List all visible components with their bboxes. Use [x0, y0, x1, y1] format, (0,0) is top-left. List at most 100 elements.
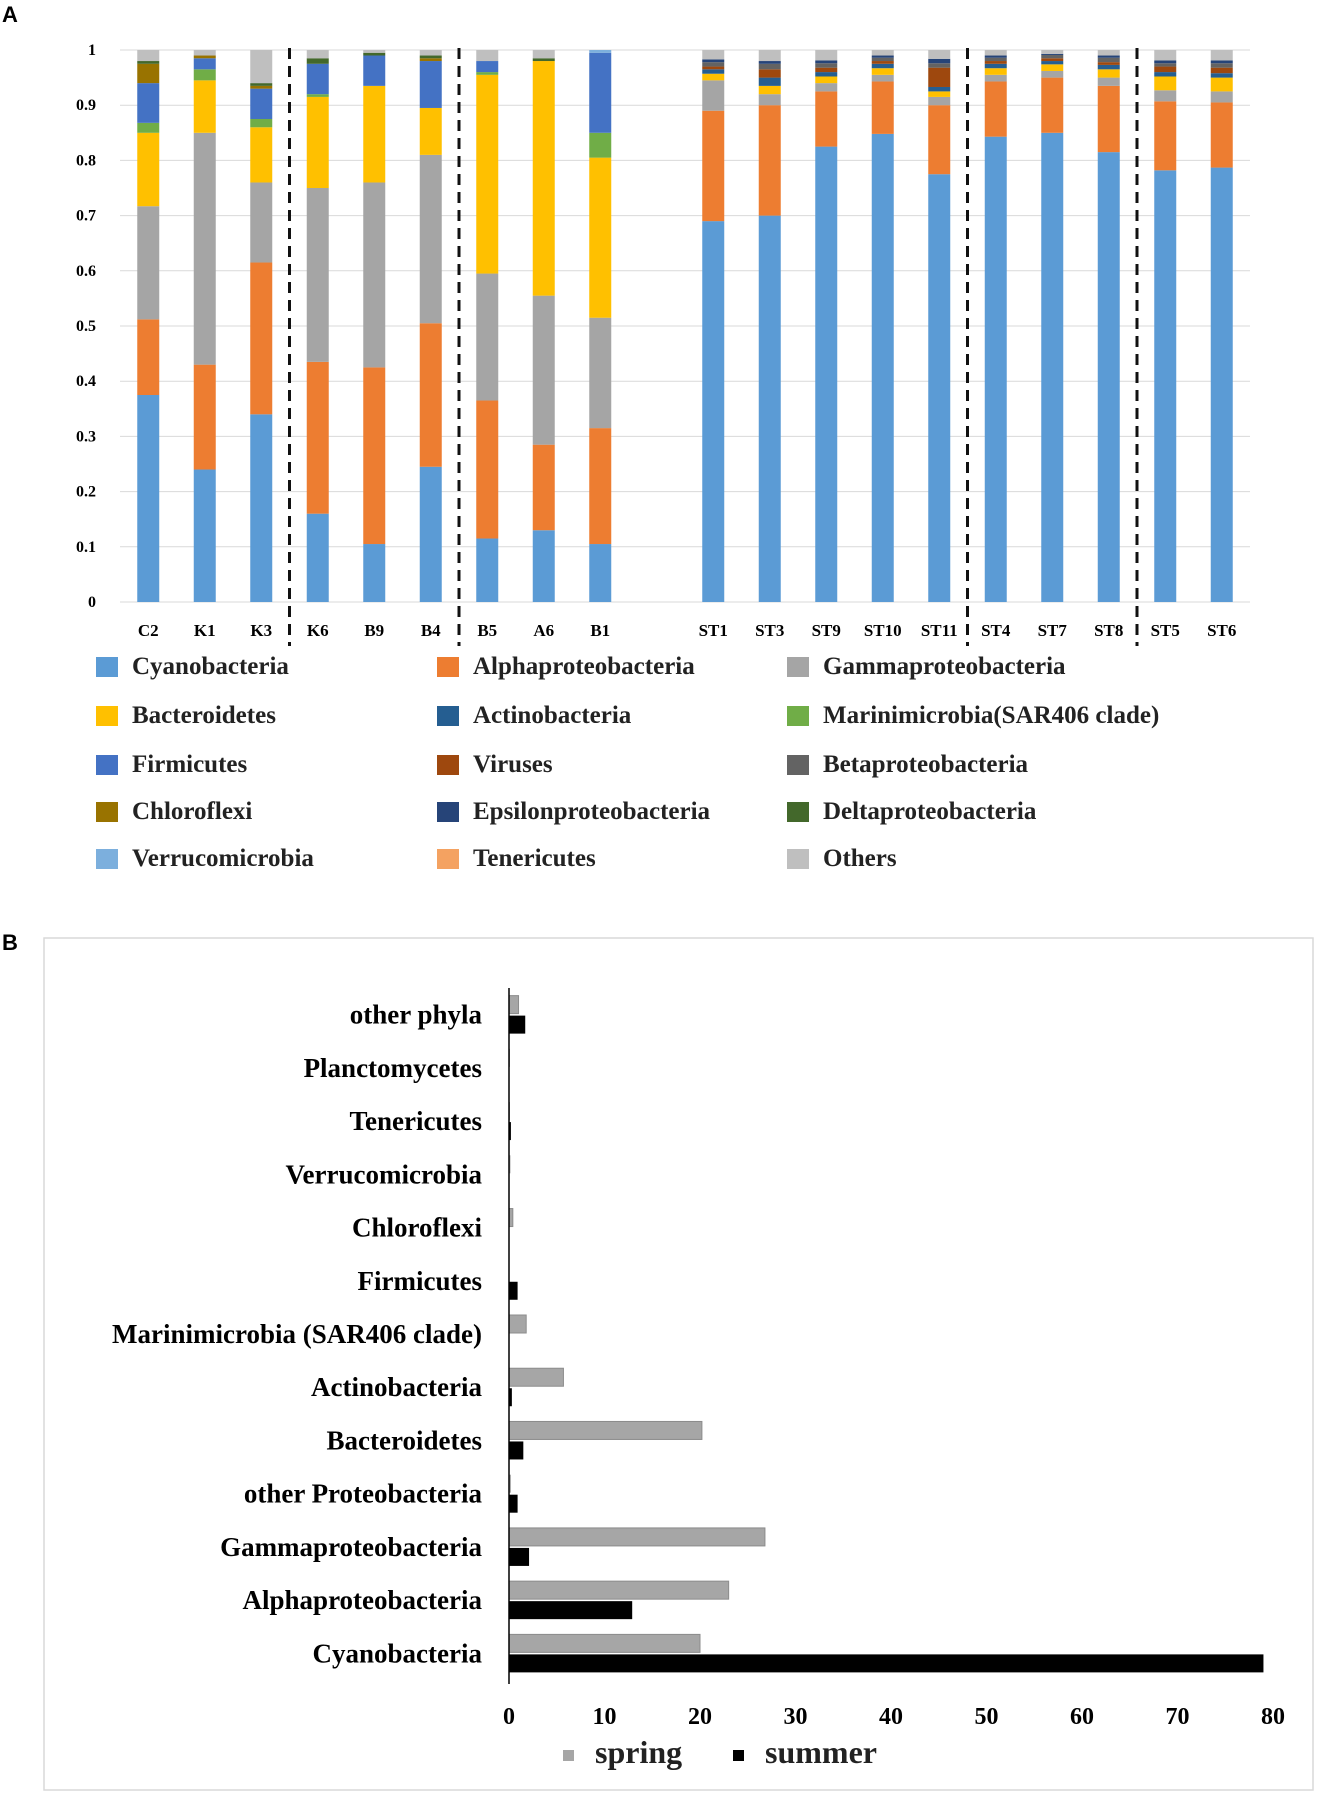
- legend-label-cyanobacteria: Cyanobacteria: [132, 653, 289, 680]
- x-tick-label-a: ST4: [981, 621, 1011, 640]
- bar-segment-b4-bacteroidetes: [419, 107, 442, 155]
- x-tick-label-b: 60: [1070, 1704, 1094, 1730]
- bar-spring-gammaproteobacteria: [508, 1527, 766, 1547]
- legend-swatch-viruses: [437, 755, 459, 775]
- bar-segment-st11-betaproteobacteria: [928, 63, 951, 68]
- legend-label-firmicutes: Firmicutes: [132, 751, 248, 778]
- bar-segment-st8-viruses: [1097, 62, 1120, 65]
- bar-segment-a6-cyanobacteria: [532, 530, 555, 602]
- bar-segment-st11-others: [928, 50, 951, 59]
- bar-segment-st4-cyanobacteria: [984, 136, 1007, 602]
- bar-segment-st8-cyanobacteria: [1097, 152, 1120, 602]
- bar-segment-b1-cyanobacteria: [589, 544, 612, 602]
- category-label-b: Marinimicrobia (SAR406 clade): [112, 1319, 482, 1349]
- legend-swatch-alphaproteobacteria: [437, 657, 459, 677]
- legend-b: spring summer: [563, 1734, 877, 1770]
- x-tick-label-a: ST1: [699, 621, 728, 640]
- bar-segment-st9-gammaproteobacteria: [815, 83, 838, 92]
- legend-swatch-bacteroidetes: [96, 706, 118, 726]
- legend-label-summer: summer: [765, 1734, 877, 1770]
- bar-spring-other-phyla: [508, 995, 520, 1015]
- bar-segment-b9-bacteroidetes: [363, 85, 386, 183]
- bar-segment-st4-viruses: [984, 61, 1007, 64]
- legend-label-verrucomicrobia: Verrucomicrobia: [132, 845, 314, 872]
- bar-summer-alphaproteobacteria: [509, 1601, 633, 1620]
- bar-segment-k3-alphaproteobacteria: [250, 262, 273, 415]
- legend-swatch-actinobacteria: [437, 706, 459, 726]
- category-label-b: Verrucomicrobia: [286, 1159, 483, 1189]
- bar-segment-st5-viruses: [1154, 66, 1177, 73]
- bar-segment-k3-cyanobacteria: [250, 414, 273, 602]
- x-tick-label-a: ST5: [1151, 621, 1180, 640]
- bar-segment-st3-betaproteobacteria: [758, 63, 781, 70]
- bar-segment-st1-gammaproteobacteria: [702, 80, 725, 111]
- x-tick-label-a: C2: [138, 621, 159, 640]
- bar-segment-st9-bacteroidetes: [815, 76, 838, 84]
- category-label-b: Firmicutes: [358, 1266, 482, 1296]
- bar-segment-a6-others: [532, 50, 555, 59]
- bar-segment-st8-gammaproteobacteria: [1097, 77, 1120, 86]
- bar-segment-c2-cyanobacteria: [137, 395, 160, 602]
- bar-summer-other-phyla: [509, 1015, 526, 1034]
- stacked-bar-chart-a: 0 0.1 0.2 0.3 0.4 0.5 0.6 0.7 0.8 0.9 1 C2 K1 K3 K6 B9 B…: [76, 42, 1250, 646]
- bar-segment-st4-others: [984, 50, 1007, 56]
- bar-segment-b1-marinimicrobia-sar406-clade: [589, 132, 612, 158]
- legend-label-actinobacteria: Actinobacteria: [473, 702, 632, 729]
- bar-segment-c2-others: [137, 50, 160, 62]
- legend-swatch-firmicutes: [96, 755, 118, 775]
- category-label-b: Cyanobacteria: [313, 1638, 483, 1668]
- bar-segment-b9-deltaproteobacteria: [363, 52, 386, 56]
- bar-segment-k6-cyanobacteria: [306, 513, 329, 602]
- bar-segment-k1-others: [193, 50, 216, 56]
- bar-segment-st7-cyanobacteria: [1041, 132, 1064, 603]
- x-tick-label-a: A6: [533, 621, 554, 640]
- x-tick-label-b: 30: [784, 1704, 808, 1730]
- x-tick-label-a: ST7: [1038, 621, 1068, 640]
- category-label-b: other Proteobacteria: [244, 1479, 483, 1509]
- bar-segment-st9-epsilonproteobacteria: [815, 60, 838, 64]
- bar-segment-st8-betaproteobacteria: [1097, 57, 1120, 63]
- bar-segment-c2-alphaproteobacteria: [137, 319, 160, 395]
- bar-segment-st4-alphaproteobacteria: [984, 81, 1007, 137]
- bar-segment-c2-bacteroidetes: [137, 132, 160, 207]
- legend-label-chloroflexi: Chloroflexi: [132, 798, 252, 825]
- bar-segment-st6-betaproteobacteria: [1210, 63, 1233, 68]
- bar-segment-b9-firmicutes: [363, 55, 386, 86]
- legend-swatch-summer: [733, 1750, 744, 1761]
- bar-segment-st11-viruses: [928, 67, 951, 87]
- legend-a: Cyanobacteria Bacteroidetes Firmicutes Chlo…: [96, 653, 1159, 872]
- bar-segment-st6-others: [1210, 50, 1233, 61]
- bar-segment-st7-actinobacteria: [1041, 61, 1064, 65]
- bar-segment-st5-alphaproteobacteria: [1154, 101, 1177, 171]
- bar-segment-b5-gammaproteobacteria: [476, 273, 499, 401]
- bar-segment-k6-deltaproteobacteria: [306, 58, 329, 64]
- bar-summer-firmicutes: [509, 1281, 518, 1300]
- bar-segment-st3-alphaproteobacteria: [758, 105, 781, 216]
- category-label-b: Bacteroidetes: [327, 1425, 482, 1455]
- bar-segment-st7-others: [1041, 50, 1064, 54]
- bar-segment-st3-others: [758, 50, 781, 62]
- bar-segment-a6-deltaproteobacteria: [532, 58, 555, 62]
- bar-segment-c2-firmicutes: [137, 83, 160, 123]
- bar-segment-k6-marinimicrobia-sar406-clade: [306, 94, 329, 97]
- bar-segment-st3-gammaproteobacteria: [758, 94, 781, 106]
- legend-label-viruses: Viruses: [473, 751, 553, 778]
- x-tick-label-a: ST6: [1207, 621, 1236, 640]
- bar-segment-c2-gammaproteobacteria: [137, 206, 160, 320]
- y-tick-label-a: 0.8: [76, 152, 96, 169]
- legend-swatch-epsilonproteobacteria: [437, 802, 459, 822]
- bar-summer-actinobacteria: [509, 1388, 512, 1407]
- bar-segment-st6-gammaproteobacteria: [1210, 91, 1233, 103]
- bar-segment-b4-firmicutes: [419, 61, 442, 108]
- legend-label-tenericutes: Tenericutes: [473, 845, 596, 872]
- bar-segment-b9-alphaproteobacteria: [363, 367, 386, 545]
- bar-summer-cyanobacteria: [509, 1654, 1264, 1673]
- bar-summer-tenericutes: [509, 1122, 511, 1141]
- bar-spring-marinimicrobia-sar406-clade: [508, 1314, 527, 1334]
- legend-swatch-cyanobacteria: [96, 657, 118, 677]
- bar-summer-bacteroidetes: [509, 1441, 524, 1460]
- x-tick-label-a: B9: [364, 621, 384, 640]
- bar-segment-st3-viruses: [758, 69, 781, 78]
- bar-spring-other-proteobacteria: [509, 1474, 511, 1493]
- bar-segment-st6-viruses: [1210, 67, 1233, 74]
